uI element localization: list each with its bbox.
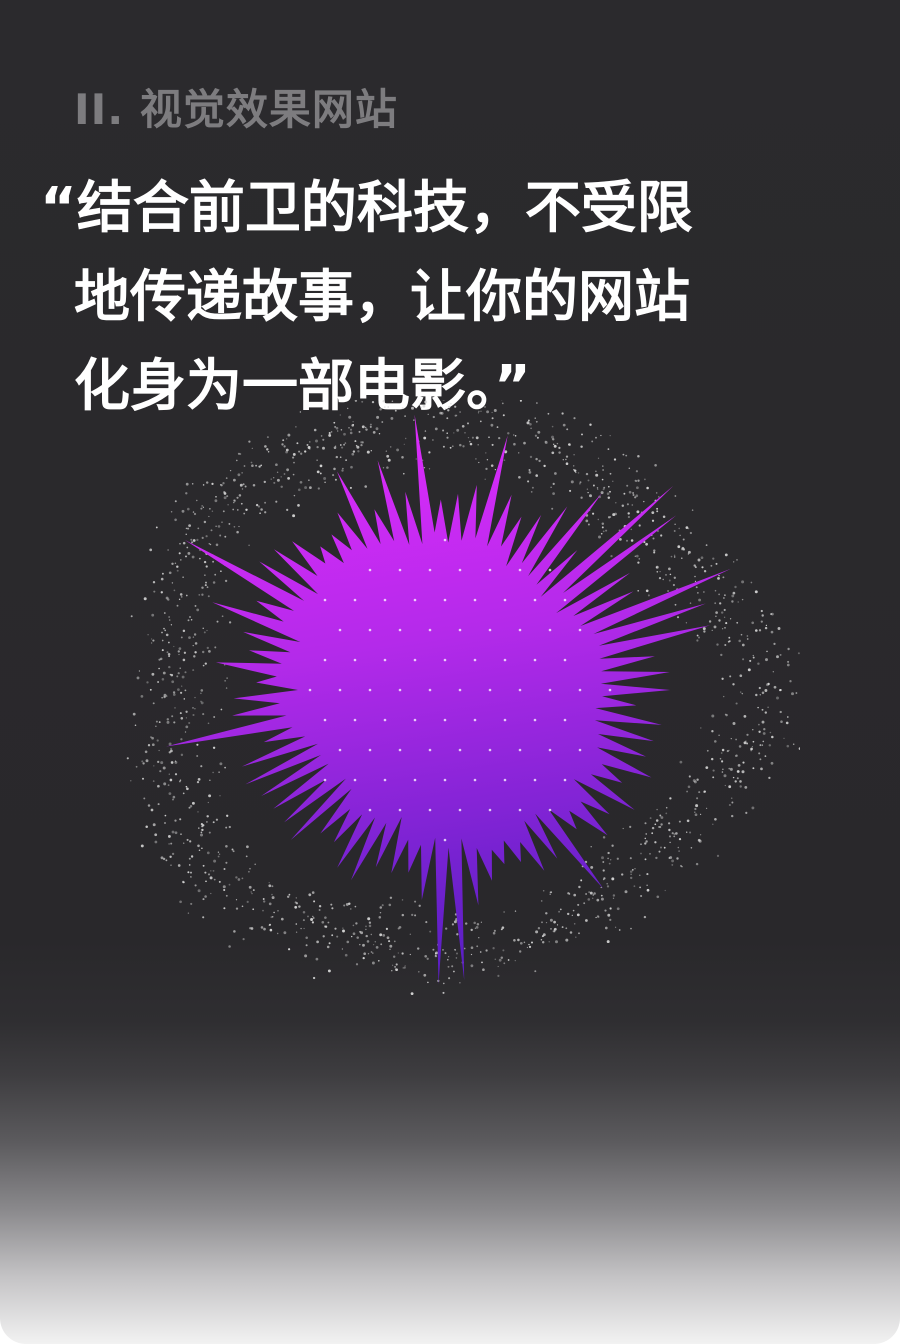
spiky-burst-shape bbox=[166, 414, 731, 985]
particle-burst-illustration bbox=[126, 400, 800, 996]
quote-line-2: 地传递故事，让你的网站 bbox=[74, 265, 690, 330]
quote-block: “结合前卫的科技，不受限 地传递故事，让你的网站 化身为一部电影。” bbox=[40, 164, 780, 431]
quote-text-3: 化身为一部电影。 bbox=[74, 354, 494, 419]
section-label: II. 视觉效果网站 bbox=[74, 85, 398, 134]
close-quote-mark: ” bbox=[494, 354, 531, 419]
quote-line-3: 化身为一部电影。” bbox=[40, 342, 780, 431]
quote-text-1: 结合前卫的科技，不受限 bbox=[76, 176, 693, 241]
open-quote-mark: “ bbox=[40, 176, 77, 241]
burst-inner-dots bbox=[308, 538, 612, 842]
quote-line-1: “结合前卫的科技，不受限 bbox=[40, 164, 780, 253]
particle-ring bbox=[126, 400, 800, 996]
